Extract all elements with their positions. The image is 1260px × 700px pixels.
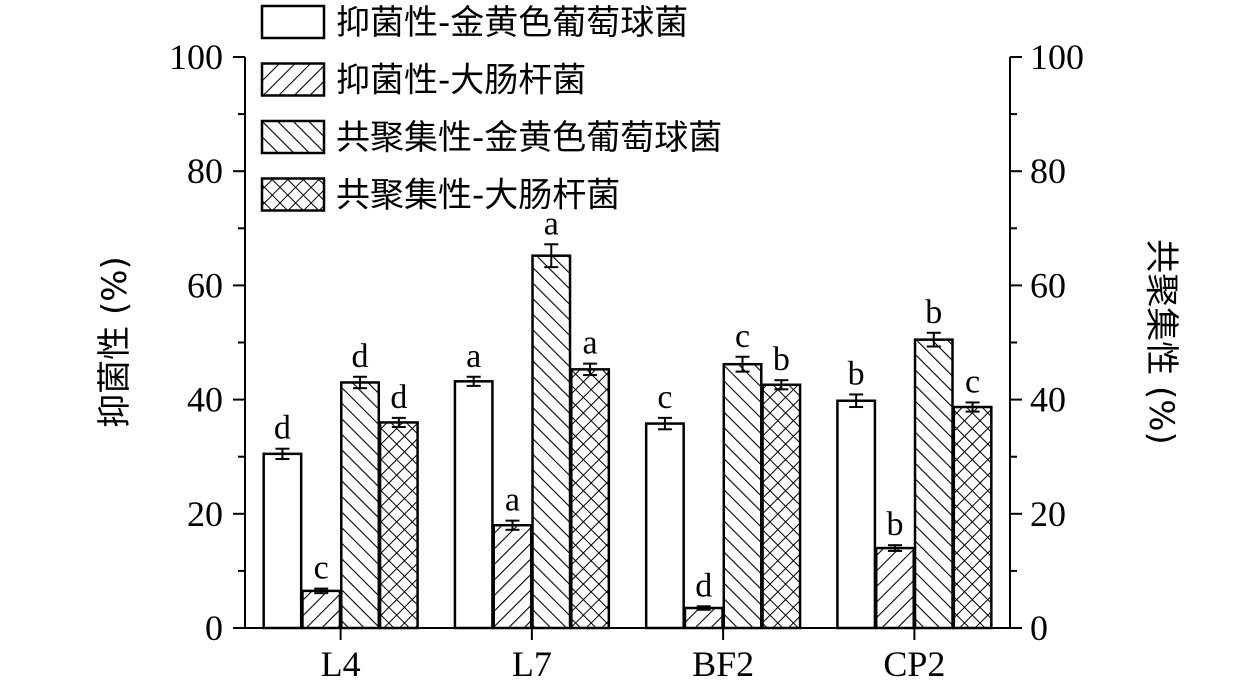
significance-letter: a [544, 205, 559, 242]
legend-swatch [260, 119, 326, 155]
significance-letter: d [274, 410, 291, 447]
bar [836, 399, 877, 630]
significance-letter: a [505, 482, 520, 519]
significance-letter: a [466, 338, 481, 375]
bar [722, 362, 763, 630]
x-tick-label: BF2 [692, 644, 754, 684]
bar [378, 421, 419, 630]
axis-ticks: 0 0 20 20 40 40 60 60 80 80 100 100 [169, 37, 1084, 648]
bar [453, 380, 494, 630]
left-y-tick-label: 60 [187, 265, 223, 305]
significance-letter: c [735, 318, 750, 355]
significance-letter: d [390, 379, 407, 416]
bar [761, 383, 802, 630]
significance-letter: c [965, 363, 980, 400]
left-y-tick-label: 80 [187, 151, 223, 191]
left-y-tick-label: 20 [187, 494, 223, 534]
right-y-tick-label: 40 [1030, 380, 1066, 420]
legend-label: 抑菌性-金黄色葡萄球菌 [336, 3, 688, 43]
legend-label: 抑菌性-大肠杆菌 [336, 61, 586, 101]
legend-swatch [260, 62, 326, 97]
bar [874, 546, 915, 630]
right-y-tick-label: 0 [1030, 608, 1048, 648]
bar [952, 405, 993, 630]
right-y-tick-label: 100 [1030, 37, 1084, 77]
right-y-tick-label: 20 [1030, 494, 1066, 534]
left-y-axis-label: 抑菌性 (%) [95, 256, 135, 428]
legend-label: 共聚集性-大肠杆菌 [336, 176, 620, 216]
bar [644, 422, 685, 630]
left-y-tick-label: 0 [205, 608, 223, 648]
bar [683, 606, 724, 630]
significance-letter: d [695, 567, 712, 604]
right-y-axis-label: 共聚集性 (%) [1141, 239, 1181, 445]
legend-label: 共聚集性-金黄色葡萄球菌 [336, 118, 722, 158]
significance-letter: a [583, 325, 598, 362]
bar [531, 254, 572, 630]
x-tick-label: CP2 [883, 644, 945, 684]
bar [913, 338, 954, 630]
left-y-tick-label: 40 [187, 380, 223, 420]
bar [570, 368, 611, 630]
x-tick-label: L7 [512, 644, 552, 684]
significance-letter: b [773, 341, 790, 378]
legend-swatch [260, 177, 326, 212]
right-y-tick-label: 80 [1030, 151, 1066, 191]
legend-swatch [260, 4, 326, 40]
significance-letter: d [352, 338, 369, 375]
significance-letter: b [925, 294, 942, 331]
x-tick-label: L4 [321, 644, 361, 684]
bar [340, 381, 381, 630]
bar [262, 452, 303, 630]
bar [492, 523, 533, 630]
significance-letter: b [848, 355, 865, 392]
significance-letter: b [886, 506, 903, 543]
significance-letter: c [314, 550, 329, 587]
right-y-tick-label: 60 [1030, 265, 1066, 305]
left-y-tick-label: 100 [169, 37, 223, 77]
bar [301, 589, 342, 630]
significance-letter: c [657, 379, 672, 416]
